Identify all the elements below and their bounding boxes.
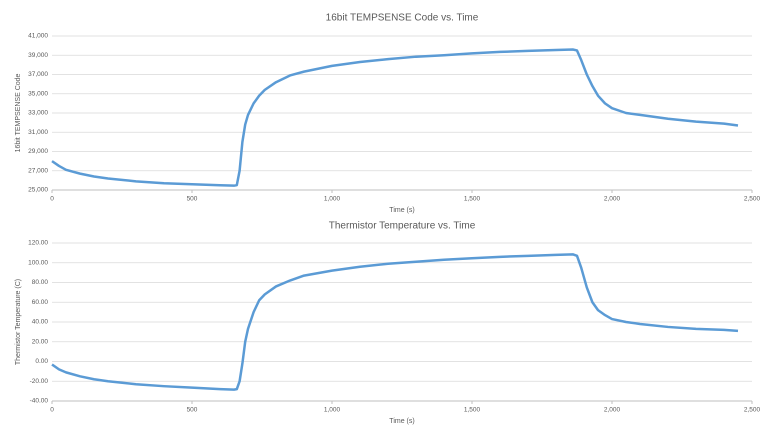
x-axis-title: Time (s) <box>389 207 414 214</box>
y-tick-label: 40.00 <box>32 319 49 326</box>
y-tick-label: 31,000 <box>28 129 48 136</box>
y-tick-label: -40.00 <box>30 398 49 405</box>
x-tick-label: 0 <box>50 196 54 203</box>
y-tick-label: 39,000 <box>28 52 48 59</box>
y-tick-label: 27,000 <box>28 167 48 174</box>
x-tick-label: 2,000 <box>604 407 621 414</box>
x-tick-label: 1,000 <box>324 407 341 414</box>
x-tick-label: 500 <box>187 196 198 203</box>
chart-title: 16bit TEMPSENSE Code vs. Time <box>326 13 479 24</box>
y-tick-label: 80.00 <box>32 279 49 286</box>
y-tick-label: 25,000 <box>28 187 48 194</box>
x-tick-label: 2,000 <box>604 196 621 203</box>
y-tick-label: 41,000 <box>28 33 48 40</box>
y-tick-label: 35,000 <box>28 90 48 97</box>
y-axis-title: Thermistor Temperature (C) <box>15 279 22 365</box>
chart-title: Thermistor Temperature vs. Time <box>329 221 476 232</box>
x-tick-label: 0 <box>50 407 54 414</box>
x-tick-label: 1,500 <box>464 407 481 414</box>
y-tick-label: 29,000 <box>28 148 48 155</box>
x-tick-label: 2,500 <box>744 407 761 414</box>
y-tick-label: 0.00 <box>35 358 48 365</box>
x-tick-label: 1,500 <box>464 196 481 203</box>
x-tick-label: 2,500 <box>744 196 761 203</box>
data-line <box>51 48 739 187</box>
y-tick-label: 20.00 <box>32 338 49 345</box>
data-line <box>51 253 739 391</box>
y-tick-label: 100.00 <box>28 259 48 266</box>
y-tick-label: 120.00 <box>28 240 48 247</box>
x-tick-label: 1,000 <box>324 196 341 203</box>
y-tick-label: 33,000 <box>28 110 48 117</box>
y-tick-label: 37,000 <box>28 71 48 78</box>
y-tick-label: -20.00 <box>30 378 49 385</box>
y-tick-label: 60.00 <box>32 299 49 306</box>
x-tick-label: 500 <box>187 407 198 414</box>
y-axis-title: 16bit TEMPSENSE Code <box>15 73 22 152</box>
x-axis-title: Time (s) <box>389 418 414 425</box>
